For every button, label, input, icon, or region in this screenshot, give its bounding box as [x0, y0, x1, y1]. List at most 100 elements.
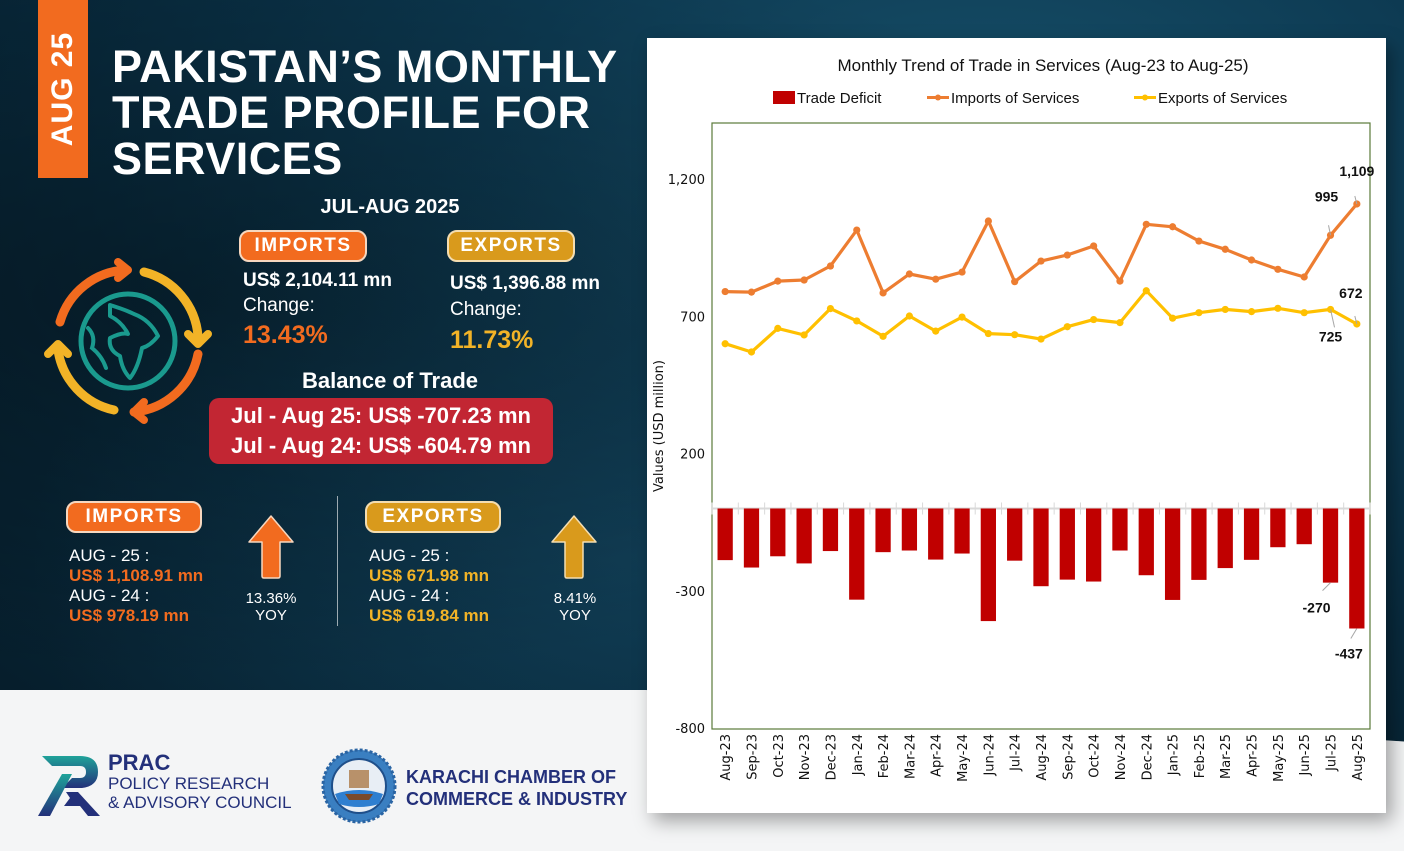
deficit-bar	[980, 508, 996, 622]
y-tick-label: 200	[680, 448, 705, 463]
exports-pill: EXPORTS	[447, 230, 575, 262]
deficit-bar	[1138, 508, 1154, 576]
legend-marker	[1142, 94, 1148, 101]
deficit-bar	[1296, 508, 1312, 545]
exports-point	[1195, 309, 1203, 317]
x-tick-label: Sep-23	[745, 734, 760, 780]
exports-point	[1300, 309, 1308, 317]
monthly-imports-cur-value: US$ 1,108.91 mn	[69, 566, 204, 585]
balance-previous: Jul - Aug 24: US$ -604.79 mn	[231, 433, 531, 458]
deficit-bar	[1059, 508, 1075, 580]
prac-logo-icon	[38, 756, 100, 816]
imports-point	[1142, 220, 1150, 228]
monthly-imports-yoy-label: YOY	[255, 607, 287, 624]
x-tick-label: Apr-24	[930, 734, 945, 777]
legend-marker	[935, 94, 941, 101]
monthly-imports-yoy: 13.36% YOY	[236, 590, 306, 624]
imports-point	[958, 268, 966, 276]
imports-point	[932, 275, 940, 283]
monthly-exports-yoy: 8.41% YOY	[540, 590, 610, 624]
plot-area	[711, 122, 1371, 730]
exports-point	[800, 331, 808, 339]
exports-change-label: Change:	[450, 299, 522, 320]
imports-point	[1063, 251, 1071, 259]
imports-point	[800, 276, 808, 284]
exports-point	[905, 312, 913, 320]
exports-point	[774, 324, 782, 332]
y-axis-title: Values (USD million)	[652, 360, 667, 492]
legend-swatch-deficit	[773, 91, 795, 104]
x-tick-label: Jun-25	[1298, 734, 1313, 777]
kcci-seal-icon	[321, 748, 397, 824]
x-tick-label: Aug-24	[1035, 734, 1050, 781]
x-tick-label: Feb-24	[877, 734, 892, 778]
deficit-bar	[928, 508, 944, 560]
deficit-bar	[1007, 508, 1023, 561]
imports-point	[1300, 273, 1308, 281]
imports-total: US$ 2,104.11 mn	[243, 270, 392, 291]
exports-point	[1247, 308, 1256, 316]
legend-label: Trade Deficit	[797, 90, 882, 107]
data-label: 725	[1319, 328, 1343, 344]
x-tick-label: Dec-23	[824, 734, 839, 780]
trade-chart: Monthly Trend of Trade in Services (Aug-…	[652, 56, 1375, 782]
deficit-bar	[1270, 508, 1286, 548]
exports-point	[984, 329, 992, 338]
x-tick-label: Feb-25	[1193, 734, 1208, 778]
imports-point	[879, 289, 887, 297]
x-tick-label: Jan-24	[851, 734, 866, 776]
x-tick-label: Mar-24	[903, 734, 918, 779]
deficit-bar	[1033, 508, 1049, 587]
deficit-bar	[796, 508, 812, 564]
x-tick-label: Dec-24	[1140, 734, 1155, 780]
prac-wordmark: PRAC POLICY RESEARCH & ADVISORY COUNCIL	[108, 750, 292, 813]
x-tick-label: Sep-24	[1061, 734, 1076, 780]
y-tick-label: 700	[680, 310, 705, 325]
exports-point	[1221, 305, 1229, 314]
monthly-imports-prev-label: AUG - 24 :	[69, 586, 150, 605]
deficit-bar	[1217, 508, 1233, 569]
arrow-up-icon	[551, 515, 597, 579]
imports-pill: IMPORTS	[239, 230, 367, 262]
monthly-exports-prev-label: AUG - 24 :	[369, 586, 450, 605]
exports-point	[879, 332, 887, 340]
legend: Trade Deficit Imports of Services Exports …	[773, 90, 1287, 107]
prac-name: PRAC	[108, 750, 171, 775]
legend-label: Imports of Services	[951, 90, 1079, 107]
imports-point	[721, 287, 729, 296]
exports-point	[1063, 323, 1071, 331]
balance-current: Jul - Aug 25: US$ -707.23 mn	[231, 403, 531, 428]
imports-point	[853, 226, 861, 234]
period-label: JUL-AUG 2025	[320, 196, 460, 218]
exports-point	[826, 304, 835, 313]
chart-card: Monthly Trend of Trade in Services (Aug-…	[647, 38, 1386, 813]
date-tab: AUG 25	[38, 0, 88, 178]
divider	[337, 496, 338, 626]
monthly-exports-cur-label: AUG - 25 :	[369, 546, 450, 565]
data-label: 672	[1339, 285, 1363, 301]
data-label: -437	[1335, 646, 1363, 662]
deficit-bar	[1191, 508, 1207, 580]
exports-change-value: 11.73%	[450, 326, 534, 354]
prac-line2: & ADVISORY COUNCIL	[108, 793, 292, 812]
deficit-bar	[901, 508, 918, 551]
legend-label: Exports of Services	[1158, 90, 1287, 107]
x-tick-label: Jun-24	[982, 734, 997, 777]
deficit-bar	[1164, 508, 1181, 600]
exports-point	[1169, 314, 1177, 322]
imports-point	[1221, 245, 1229, 253]
monthly-exports-yoy-label: YOY	[559, 607, 591, 624]
exports-total: US$ 1,396.88 mn	[450, 273, 600, 294]
x-tick-label: Jan-25	[1167, 734, 1182, 776]
deficit-bar	[743, 508, 760, 568]
x-tick-label: Nov-23	[798, 734, 813, 780]
imports-point	[1353, 200, 1361, 208]
monthly-imports-cur-label: AUG - 25 :	[69, 546, 150, 565]
deficit-bar	[954, 508, 970, 554]
imports-point	[1011, 278, 1019, 286]
data-label-leader	[1322, 582, 1331, 591]
imports-point	[774, 277, 782, 285]
monthly-exports-yoy-pct: 8.41%	[553, 590, 597, 607]
x-tick-label: Aug-25	[1351, 734, 1366, 781]
imports-point	[1274, 265, 1282, 273]
